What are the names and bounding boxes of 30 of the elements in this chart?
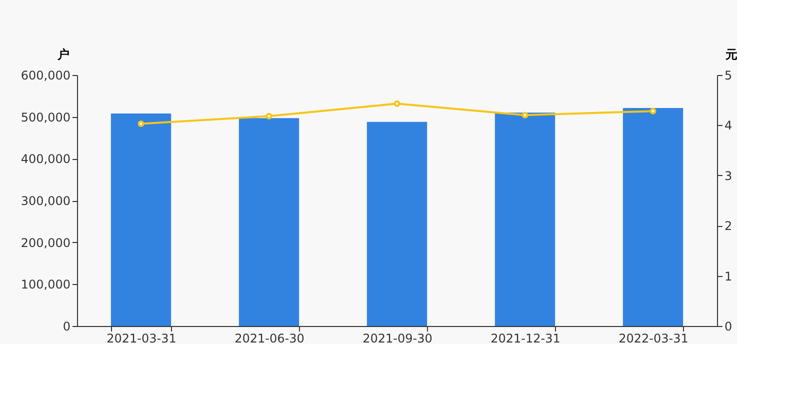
y2-tick-label: 5 bbox=[724, 68, 732, 82]
y-tick-label: 400,000 bbox=[20, 152, 70, 166]
point bbox=[138, 120, 144, 127]
y2-tick-label: 4 bbox=[724, 118, 732, 133]
y2-tick-label: 3 bbox=[724, 168, 732, 183]
y-tick-label: 0 bbox=[62, 320, 70, 334]
y-tick-label: 300,000 bbox=[20, 194, 70, 208]
point bbox=[266, 112, 272, 120]
y-axis-title: 户 bbox=[56, 48, 70, 62]
point bbox=[522, 112, 528, 118]
bar bbox=[494, 112, 556, 326]
y2-tick-label: 1 bbox=[724, 269, 732, 284]
x-tick-label: 2022-03-31 bbox=[618, 332, 688, 346]
y2-tick-label: 0 bbox=[724, 320, 732, 334]
x-tick-label: 2021-03-31 bbox=[106, 332, 176, 346]
x-tick-label: 2021-12-31 bbox=[490, 332, 560, 346]
bar bbox=[110, 113, 172, 326]
x-tick-label: 2021-06-30 bbox=[234, 332, 304, 346]
point bbox=[650, 108, 656, 114]
y-tick-label: 200,000 bbox=[20, 236, 70, 250]
y2-tick-label: 2 bbox=[724, 219, 732, 234]
y-tick-label: 500,000 bbox=[20, 110, 70, 124]
point bbox=[394, 100, 400, 107]
bar bbox=[622, 108, 684, 326]
bar bbox=[238, 118, 300, 326]
bar bbox=[366, 122, 428, 326]
y2-axis-title: 元 bbox=[724, 48, 738, 62]
y-tick-label: 600,000 bbox=[20, 68, 70, 82]
x-tick-label: 2021-09-30 bbox=[362, 332, 432, 346]
y-tick-label: 100,000 bbox=[20, 278, 70, 292]
